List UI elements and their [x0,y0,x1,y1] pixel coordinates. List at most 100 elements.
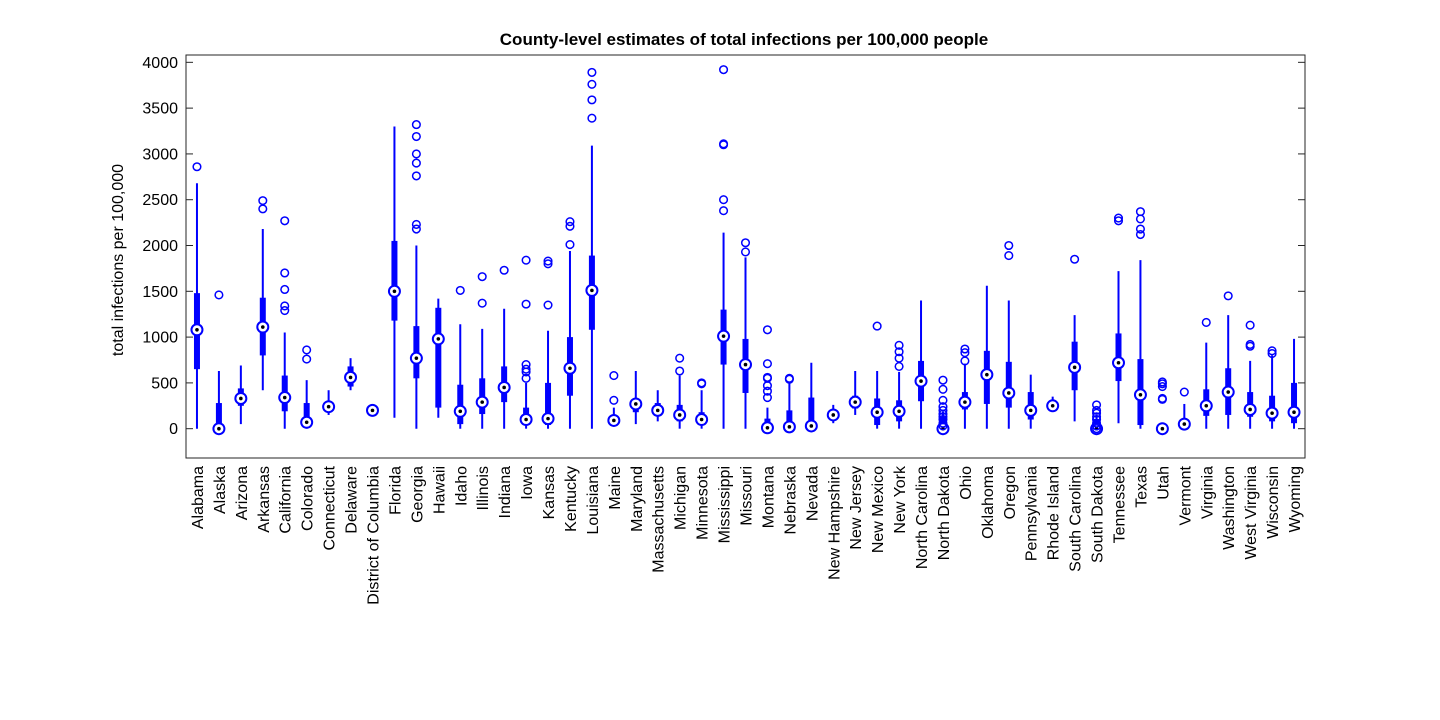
x-category-label: Hawaii [431,466,448,514]
x-category-label: Arkansas [256,466,273,533]
x-category-label: Oregon [1002,466,1019,519]
x-category-label: Nebraska [782,466,799,535]
median-marker-dot [458,409,463,414]
median-marker-dot [1160,426,1165,431]
median-marker-dot [1072,365,1077,370]
box-series [190,65,1301,436]
outlier-point [938,418,948,428]
chart-title: County-level estimates of total infectio… [500,30,988,49]
box-maryland [629,370,643,425]
box-rhode-island [1046,396,1060,413]
outlier-point [1113,213,1124,223]
outlier-point [1135,229,1145,240]
outlier-point [302,345,312,355]
median-marker-dot [699,417,704,422]
outlier-point [521,373,531,383]
outlier-point [938,402,948,412]
y-tick-label: 500 [151,375,178,392]
box-north-dakota [936,375,950,436]
outlier-point [1070,254,1080,264]
x-category-label: Florida [387,466,404,515]
box-arizona [234,365,248,425]
x-category-label: Arizona [234,466,251,520]
box-kentucky [563,217,577,429]
outlier-point [587,79,597,89]
x-category-label: Missouri [739,466,756,526]
x-category-label: Georgia [409,466,426,523]
interquartile-box [545,382,552,426]
median-marker-dot [239,396,243,401]
box-minnesota [695,378,709,429]
outlier-point [280,305,290,316]
x-category-label: New York [892,465,909,534]
outlier-point [411,131,421,142]
box-wisconsin [1265,346,1279,429]
x-category-label: Illinois [475,466,492,510]
x-category-label: South Dakota [1090,466,1107,563]
median-marker-dot [787,425,792,429]
outlier-point [1245,339,1255,349]
outlier-point [938,395,948,405]
interquartile-box [1291,382,1298,424]
outlier-point [411,219,421,229]
median-marker-dot [348,375,353,380]
x-category-label: Tennessee [1112,466,1129,543]
outlier-point [1135,207,1145,217]
outlier-point [960,348,970,358]
box-mississippi [717,65,731,429]
median-marker-dot [195,327,199,332]
x-category-label: North Dakota [936,466,953,560]
median-marker-dot [897,409,901,414]
box-massachusetts [651,390,665,422]
interquartile-box [215,403,222,429]
box-wyoming [1287,338,1301,429]
outlier-point [1092,424,1102,434]
outlier-point [938,414,948,425]
x-category-label: New Jersey [848,466,865,550]
outlier-point [609,371,619,381]
x-category-label: North Carolina [914,466,931,569]
outlier-point [280,301,290,311]
median-marker-dot [612,418,616,423]
median-marker-dot [524,417,528,422]
median-marker-dot [809,424,814,428]
outlier-point [1157,377,1167,387]
outlier-point [477,298,487,308]
outlier-point [455,285,465,295]
box-illinois [475,272,489,429]
box-virginia [1199,317,1213,429]
outlier-point [543,256,553,266]
outlier-point [872,321,882,331]
box-alaska [212,290,226,436]
x-category-label: Minnesota [695,466,712,540]
median-marker-dot [1248,407,1252,412]
interquartile-box [435,307,442,408]
box-montana [760,325,774,435]
x-category-label: Idaho [453,466,470,506]
outlier-point [565,217,575,227]
box-kansas [541,256,555,429]
outlier-point [587,67,597,77]
x-axis-category-labels: Alabama Alaska Arizona Arkansas California Co… [190,465,1304,605]
box-texas [1133,207,1147,429]
outlier-point [411,224,421,234]
median-marker-dot [1204,403,1209,408]
median-marker-dot [1226,390,1231,394]
outlier-point [1267,349,1277,359]
median-marker-dot [1138,393,1143,397]
outlier-point [675,353,685,363]
outlier-point [938,405,948,415]
x-category-label: West Virginia [1243,466,1260,560]
outlier-point [762,325,772,335]
x-category-label: Louisiana [585,466,602,535]
outlier-point [214,290,224,300]
median-marker-dot [919,379,923,383]
box-vermont [1177,387,1191,431]
median-marker-dot [721,334,726,338]
outlier-point [302,354,312,364]
x-category-label: Virginia [1199,466,1216,519]
box-new-york [892,340,906,429]
box-district-of-columbia [366,403,379,417]
outlier-point [609,395,619,405]
y-tick-label: 1000 [142,330,178,347]
